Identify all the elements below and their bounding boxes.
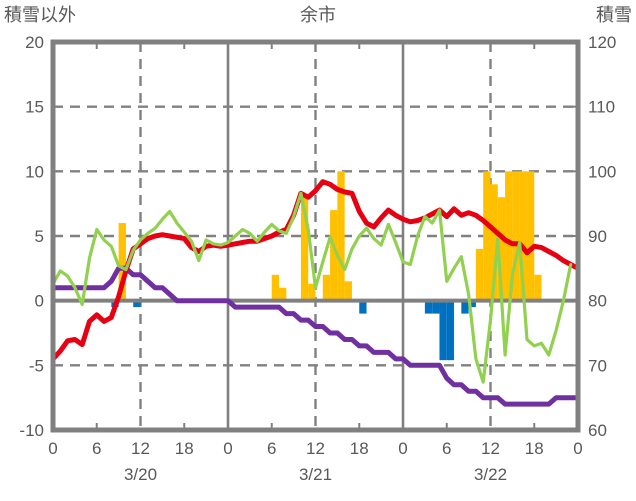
x-tick-label-h30: 6 bbox=[267, 439, 276, 458]
negative-bar-h52 bbox=[432, 300, 440, 314]
snow-bar-h40 bbox=[344, 281, 352, 301]
snow-depth-line bbox=[50, 265, 581, 407]
negative-bar-h53 bbox=[439, 300, 447, 361]
x-tick-label-h66: 18 bbox=[525, 439, 544, 458]
negative-bar-h42 bbox=[359, 300, 367, 314]
snow-bar-h64 bbox=[519, 171, 527, 301]
x-tick-label-h0: 0 bbox=[48, 439, 57, 458]
x-tick-label-h54: 6 bbox=[442, 439, 451, 458]
x-tick-label-h18: 18 bbox=[175, 439, 194, 458]
right-tick-label-70: 70 bbox=[588, 356, 607, 375]
x-tick-label-h48: 0 bbox=[398, 439, 407, 458]
snow-bar-h34 bbox=[300, 197, 309, 301]
right-tick-label-110: 110 bbox=[588, 98, 615, 117]
left-tick-label-5: 5 bbox=[35, 227, 44, 246]
snow-bar-h65 bbox=[526, 171, 535, 301]
left-tick-label-20: 20 bbox=[25, 33, 44, 52]
date-label-3-21: 3/21 bbox=[299, 465, 332, 484]
snow-bar-h59 bbox=[483, 171, 491, 301]
right-axis-title: 積雪 bbox=[596, 5, 632, 25]
negative-bar-h51 bbox=[424, 300, 433, 314]
x-tick-label-h36: 12 bbox=[306, 439, 325, 458]
snow-bar-h62 bbox=[505, 171, 513, 301]
left-axis-title: 積雪以外 bbox=[4, 5, 76, 25]
chart-title: 余市 bbox=[300, 5, 336, 25]
left-tick-label-10: 10 bbox=[25, 162, 44, 181]
negative-bar-h54 bbox=[446, 300, 455, 361]
negative-bar-h11 bbox=[133, 300, 141, 308]
snow-bar-h31 bbox=[279, 287, 287, 301]
snow-bar-h66 bbox=[534, 274, 542, 301]
snow-bar-h38 bbox=[330, 210, 338, 301]
x-tick-label-h72: 0 bbox=[573, 439, 582, 458]
right-tick-label-120: 120 bbox=[588, 33, 616, 52]
x-tick-label-h60: 12 bbox=[481, 439, 500, 458]
right-tick-label-90: 90 bbox=[588, 227, 607, 246]
right-tick-label-80: 80 bbox=[588, 292, 607, 311]
left-tick-label--10: -10 bbox=[19, 421, 44, 440]
snow-bar-h61 bbox=[497, 197, 506, 301]
left-tick-label-15: 15 bbox=[25, 98, 44, 117]
snow-bar-h9 bbox=[118, 223, 126, 301]
red-line bbox=[50, 179, 581, 362]
snow-bar-h37 bbox=[322, 274, 331, 301]
snow-bar-h39 bbox=[337, 171, 345, 301]
x-tick-label-h6: 6 bbox=[92, 439, 101, 458]
x-tick-label-h24: 0 bbox=[223, 439, 232, 458]
snow-bar-h60 bbox=[490, 184, 498, 301]
x-tick-label-h42: 18 bbox=[350, 439, 369, 458]
negative-bar-h57 bbox=[468, 300, 476, 308]
snow-bar-h35 bbox=[308, 283, 316, 301]
left-tick-label-0: 0 bbox=[35, 292, 44, 311]
date-label-3-20: 3/20 bbox=[124, 465, 157, 484]
right-tick-label-100: 100 bbox=[588, 162, 616, 181]
snow-bar-h30 bbox=[271, 274, 280, 301]
snow-bar-h58 bbox=[475, 248, 484, 301]
left-tick-label--5: -5 bbox=[29, 356, 44, 375]
snow-bar-h63 bbox=[512, 171, 520, 301]
negative-bar-h56 bbox=[461, 300, 469, 314]
x-tick-label-h12: 12 bbox=[131, 439, 150, 458]
right-tick-label-60: 60 bbox=[588, 421, 607, 440]
green-line bbox=[51, 191, 573, 384]
date-label-3-22: 3/22 bbox=[474, 465, 507, 484]
